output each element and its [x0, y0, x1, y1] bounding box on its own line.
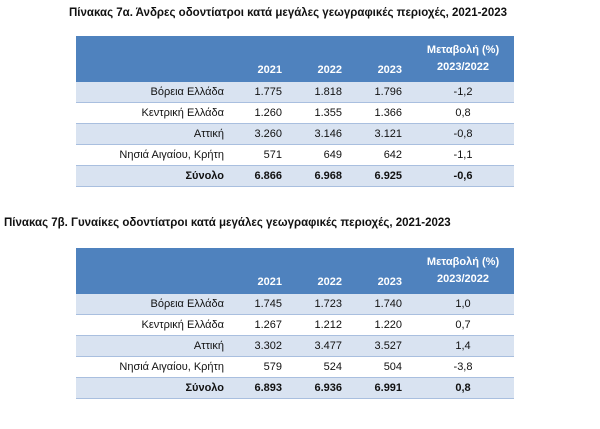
value-2021: 3.302	[232, 335, 293, 357]
value-2023: 1.796	[352, 82, 413, 103]
table-7b: 2021 2022 2023 Μεταβολή (%) 2023/2022 Βό…	[76, 248, 514, 399]
table-total-row: Σύνολο 6.893 6.936 6.991 0,8	[76, 377, 514, 399]
header-year-2021: 2021	[232, 36, 293, 82]
value-2021: 3.260	[232, 123, 293, 145]
change-cell: 1,0	[412, 294, 514, 315]
table-row: Νησιά Αιγαίου, Κρήτη 571 649 642 -1,1	[76, 144, 514, 166]
header-change-period: 2023/2022	[437, 273, 490, 285]
total-2022: 6.936	[292, 377, 353, 399]
table-header-row: 2021 2022 2023 Μεταβολή (%) 2023/2022	[76, 36, 514, 82]
header-year-2021: 2021	[232, 248, 293, 294]
total-2021: 6.893	[232, 377, 293, 399]
value-2023: 504	[352, 356, 413, 378]
value-2023: 1.740	[352, 294, 413, 315]
header-change-label: Μεταβολή (%)	[426, 256, 500, 268]
table-total-row: Σύνολο 6.866 6.968 6.925 -0,6	[76, 165, 514, 187]
total-2021: 6.866	[232, 165, 293, 187]
region-cell: Κεντρική Ελλάδα	[76, 102, 232, 124]
value-2022: 649	[292, 144, 353, 166]
table-7a-caption: Πίνακας 7α. Άνδρες οδοντίατροι κατά μεγά…	[69, 7, 508, 19]
header-change-period: 2023/2022	[437, 61, 490, 73]
header-region	[76, 36, 232, 82]
value-2023: 1.366	[352, 102, 413, 124]
change-cell: 0,8	[412, 102, 514, 124]
total-2023: 6.925	[352, 165, 413, 187]
region-cell: Βόρεια Ελλάδα	[76, 294, 232, 315]
value-2023: 642	[352, 144, 413, 166]
change-cell: -3,8	[412, 356, 514, 378]
total-change: 0,8	[412, 377, 514, 399]
table-row: Αττική 3.302 3.477 3.527 1,4	[76, 335, 514, 357]
table-7b-caption: Πίνακας 7β. Γυναίκες οδοντίατροι κατά με…	[4, 217, 451, 229]
header-change: Μεταβολή (%) 2023/2022	[412, 248, 514, 294]
table-row: Νησιά Αιγαίου, Κρήτη 579 524 504 -3,8	[76, 356, 514, 378]
change-cell: -1,1	[412, 144, 514, 166]
table-header-row: 2021 2022 2023 Μεταβολή (%) 2023/2022	[76, 248, 514, 294]
change-cell: -1,2	[412, 82, 514, 103]
table-row: Βόρεια Ελλάδα 1.775 1.818 1.796 -1,2	[76, 82, 514, 103]
value-2022: 1.723	[292, 294, 353, 315]
value-2021: 1.267	[232, 314, 293, 336]
header-year-2023: 2023	[352, 36, 413, 82]
region-cell: Νησιά Αιγαίου, Κρήτη	[76, 144, 232, 166]
change-cell: -0,8	[412, 123, 514, 145]
value-2023: 1.220	[352, 314, 413, 336]
value-2022: 1.355	[292, 102, 353, 124]
region-cell: Κεντρική Ελλάδα	[76, 314, 232, 336]
total-2023: 6.991	[352, 377, 413, 399]
total-label: Σύνολο	[76, 165, 232, 187]
region-cell: Νησιά Αιγαίου, Κρήτη	[76, 356, 232, 378]
value-2021: 1.260	[232, 102, 293, 124]
header-year-2023: 2023	[352, 248, 413, 294]
table-row: Κεντρική Ελλάδα 1.260 1.355 1.366 0,8	[76, 102, 514, 124]
value-2023: 3.527	[352, 335, 413, 357]
header-year-2022: 2022	[292, 36, 353, 82]
region-cell: Αττική	[76, 123, 232, 145]
value-2023: 3.121	[352, 123, 413, 145]
total-2022: 6.968	[292, 165, 353, 187]
value-2022: 3.477	[292, 335, 353, 357]
value-2022: 1.818	[292, 82, 353, 103]
change-cell: 1,4	[412, 335, 514, 357]
value-2022: 1.212	[292, 314, 353, 336]
header-year-2022: 2022	[292, 248, 353, 294]
total-label: Σύνολο	[76, 377, 232, 399]
table-row: Αττική 3.260 3.146 3.121 -0,8	[76, 123, 514, 145]
value-2021: 571	[232, 144, 293, 166]
value-2021: 1.775	[232, 82, 293, 103]
header-region	[76, 248, 232, 294]
header-change-label: Μεταβολή (%)	[426, 44, 500, 56]
table-7a: 2021 2022 2023 Μεταβολή (%) 2023/2022 Βό…	[76, 36, 514, 187]
value-2022: 524	[292, 356, 353, 378]
table-row: Κεντρική Ελλάδα 1.267 1.212 1.220 0,7	[76, 314, 514, 336]
region-cell: Αττική	[76, 335, 232, 357]
total-change: -0,6	[412, 165, 514, 187]
header-change: Μεταβολή (%) 2023/2022	[412, 36, 514, 82]
value-2022: 3.146	[292, 123, 353, 145]
table-row: Βόρεια Ελλάδα 1.745 1.723 1.740 1,0	[76, 294, 514, 315]
value-2021: 1.745	[232, 294, 293, 315]
value-2021: 579	[232, 356, 293, 378]
change-cell: 0,7	[412, 314, 514, 336]
region-cell: Βόρεια Ελλάδα	[76, 82, 232, 103]
